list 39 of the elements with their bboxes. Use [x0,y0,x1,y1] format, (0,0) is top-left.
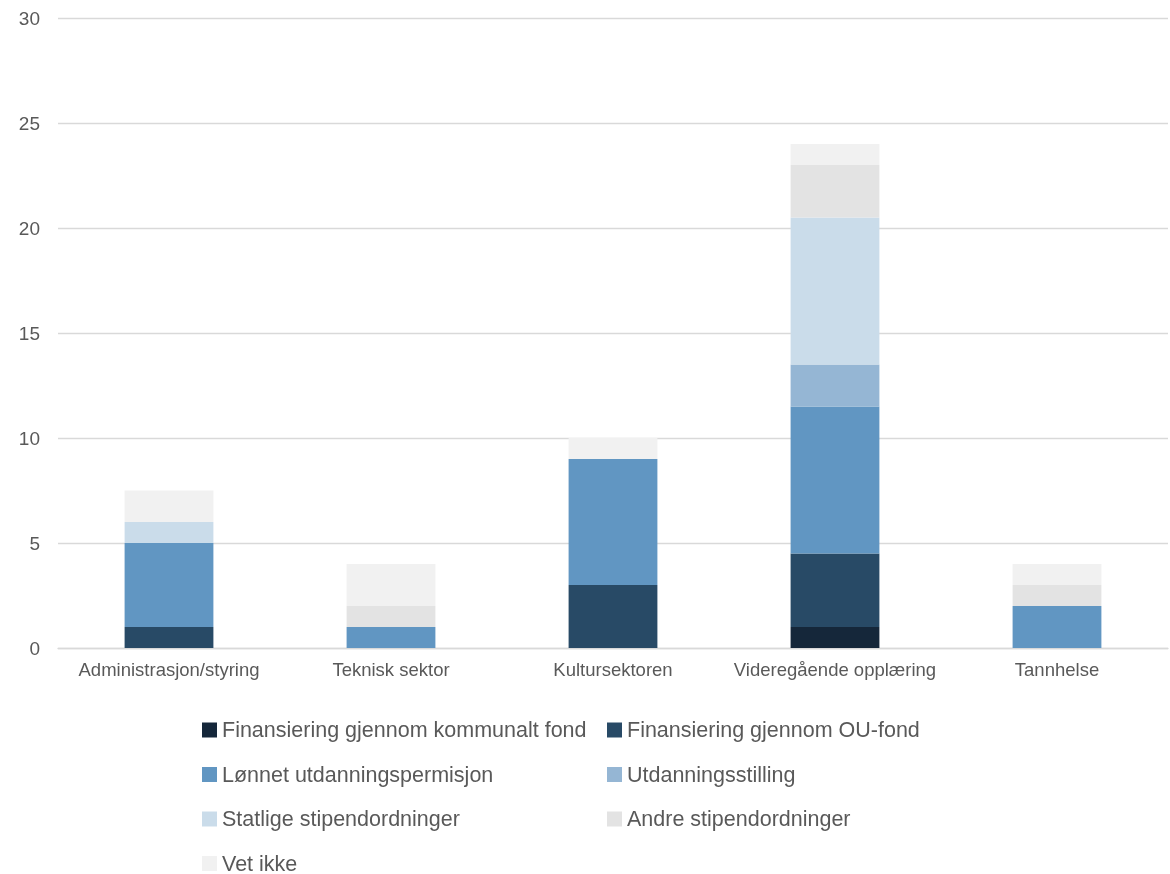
bar [1012,606,1102,648]
y-tick-label: 30 [18,7,40,29]
y-tick-label: 25 [18,112,40,134]
legend-label: Andre stipendordninger [627,807,851,831]
y-tick-label: 10 [18,427,40,449]
bar [568,438,658,459]
bar [124,522,214,543]
x-tick-label: Videregående opplæring [733,659,937,680]
bar [568,585,658,648]
legend-label: Vet ikke [222,851,298,874]
bar [1012,564,1102,585]
x-tick-label: Teknisk sektor [332,659,450,680]
bar [568,459,658,585]
x-tick-label: Kultursektoren [553,659,673,680]
y-tick-label: 5 [29,532,40,554]
legend-label: Utdanningsstilling [627,762,796,787]
bar [346,627,436,648]
bar [790,217,880,365]
legend-label: Finansiering gjennom kommunalt fond [222,718,587,742]
bar [124,490,214,522]
bar [790,627,880,648]
bar [124,543,214,627]
bar [790,553,880,627]
y-tick-label: 20 [18,217,40,239]
legend-label: Statlige stipendordninger [222,807,460,831]
bar [790,165,880,218]
bar [1012,585,1102,606]
bar [790,364,880,407]
bar [346,606,436,627]
x-tick-label: Administrasjon/styring [78,659,260,680]
y-tick-label: 0 [29,637,40,659]
x-tick-label: Tannhelse [1014,659,1100,680]
legend-label: Lønnet utdanningspermisjon [222,762,494,787]
y-tick-label: 15 [18,322,40,344]
bar [346,564,436,606]
bar [124,627,214,648]
bar [790,144,880,165]
legend-label: Finansiering gjennom OU-fond [627,718,920,742]
bar [790,406,880,554]
